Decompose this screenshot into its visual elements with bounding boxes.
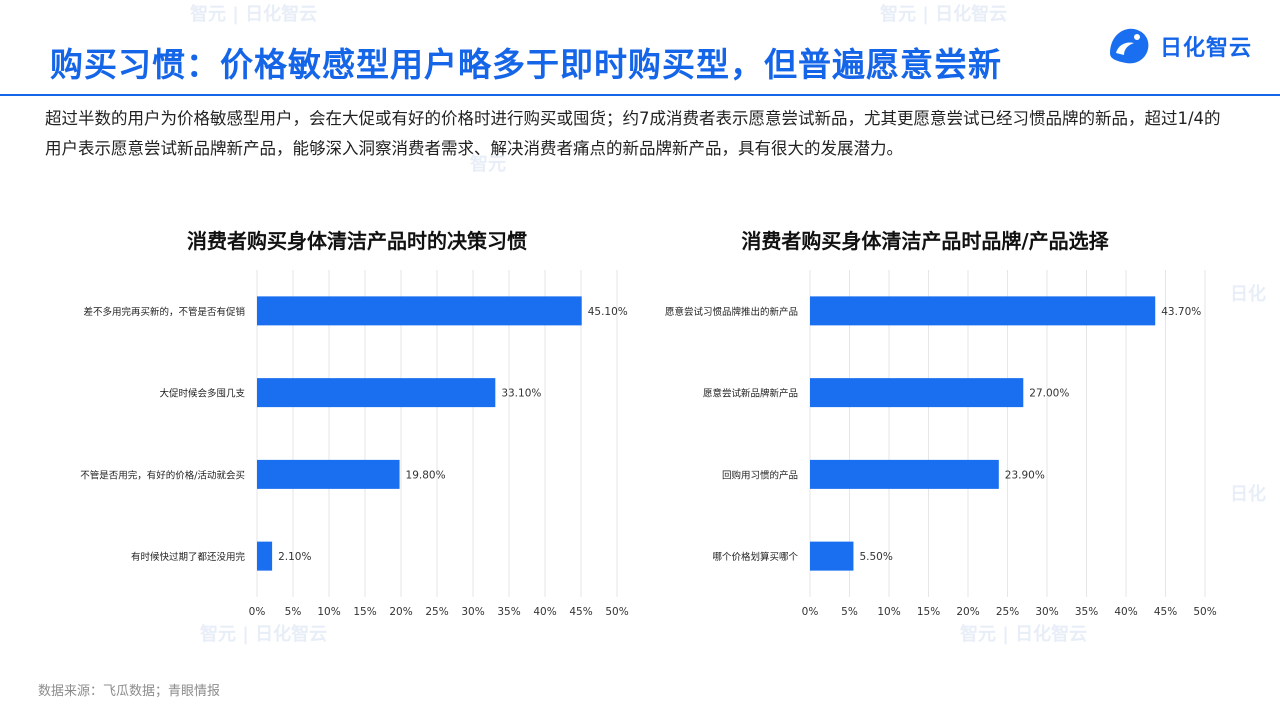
- data-label: 45.10%: [588, 306, 628, 318]
- category-label: 哪个价格划算买哪个: [712, 551, 798, 563]
- x-tick-label: 30%: [1035, 606, 1058, 618]
- chart-title: 消费者购买身体清洁产品时的决策习惯: [187, 229, 527, 253]
- category-label: 回购用习惯的产品: [722, 469, 798, 481]
- bar: [257, 296, 582, 326]
- x-tick-label: 40%: [533, 606, 556, 618]
- x-tick-label: 50%: [1193, 606, 1216, 618]
- watermark: 智元 | 日化智云: [190, 4, 318, 25]
- x-tick-label: 35%: [1075, 606, 1098, 618]
- logo-text: 日化智云: [1160, 36, 1253, 61]
- x-tick-label: 10%: [877, 606, 900, 618]
- x-tick-label: 20%: [956, 606, 979, 618]
- chart-title: 消费者购买身体清洁产品时品牌/产品选择: [741, 229, 1109, 253]
- x-tick-label: 40%: [1114, 606, 1137, 618]
- logo-icon: [1110, 28, 1149, 64]
- x-tick-label: 5%: [285, 606, 302, 618]
- bar: [810, 378, 1024, 408]
- data-label: 33.10%: [501, 388, 541, 400]
- x-tick-label: 50%: [605, 606, 628, 618]
- watermark: 日化: [1230, 284, 1266, 305]
- x-tick-label: 5%: [841, 606, 858, 618]
- category-label: 愿意尝试习惯品牌推出的新产品: [665, 306, 798, 318]
- title-divider: [0, 94, 1280, 96]
- watermark: 智元 | 日化智云: [880, 4, 1008, 25]
- bar: [257, 459, 400, 489]
- x-tick-label: 45%: [569, 606, 592, 618]
- data-label: 23.90%: [1005, 469, 1045, 481]
- bar: [810, 459, 999, 489]
- bar: [810, 296, 1156, 326]
- x-tick-label: 25%: [425, 606, 448, 618]
- x-tick-label: 20%: [389, 606, 412, 618]
- x-tick-label: 35%: [497, 606, 520, 618]
- category-label: 愿意尝试新品牌新产品: [703, 388, 798, 400]
- x-tick-label: 30%: [461, 606, 484, 618]
- bar: [257, 541, 273, 571]
- chart-svg: 0% 5% 10% 15% 20% 25% 30% 35% 40% 45% 50% 差不多用完再买新的…: [80, 270, 629, 618]
- x-tick-label: 15%: [353, 606, 376, 618]
- data-label: 43.70%: [1161, 306, 1201, 318]
- x-tick-label: 25%: [996, 606, 1019, 618]
- category-label: 不管是否用完，有好的价格/活动就会买: [80, 469, 245, 481]
- data-label: 27.00%: [1029, 388, 1069, 400]
- x-tick-label: 0%: [802, 606, 819, 618]
- x-tick-label: 45%: [1154, 606, 1177, 618]
- brand-logo: 日化智云: [1104, 22, 1254, 70]
- x-tick-label: 0%: [249, 606, 266, 618]
- data-label: 5.50%: [859, 551, 892, 563]
- bar: [257, 378, 496, 408]
- category-label: 有时候快过期了都还没用完: [131, 551, 246, 563]
- page-title: 购买习惯：价格敏感型用户略多于即时购买型，但普遍愿意尝新: [50, 45, 1002, 84]
- category-label: 大促时候会多囤几支: [159, 388, 245, 400]
- intro-text: 超过半数的用户为价格敏感型用户，会在大促或有好的价格时进行购买或囤货；约7成消费…: [45, 109, 1221, 158]
- data-label: 2.10%: [278, 551, 311, 563]
- x-tick-label: 10%: [317, 606, 340, 618]
- chart-brand-choice: 消费者购买身体清洁产品时品牌/产品选择 0% 5% 10% 15% 20% 25% 30% 3…: [620, 205, 1230, 635]
- data-source: 数据来源：飞瓜数据；青眼情报: [38, 684, 221, 699]
- x-tick-label: 15%: [917, 606, 940, 618]
- data-label: 19.80%: [406, 469, 446, 481]
- category-label: 差不多用完再买新的，不管是否有促销: [83, 306, 245, 318]
- bar: [810, 541, 854, 571]
- watermark: 日化: [1230, 484, 1266, 505]
- chart-svg: 0% 5% 10% 15% 20% 25% 30% 35% 40% 45% 50% 愿意尝试习惯品牌推…: [665, 270, 1217, 618]
- chart-decision-habits: 消费者购买身体清洁产品时的决策习惯 0% 5% 10% 15% 20% 25% 30% 35%…: [52, 205, 662, 635]
